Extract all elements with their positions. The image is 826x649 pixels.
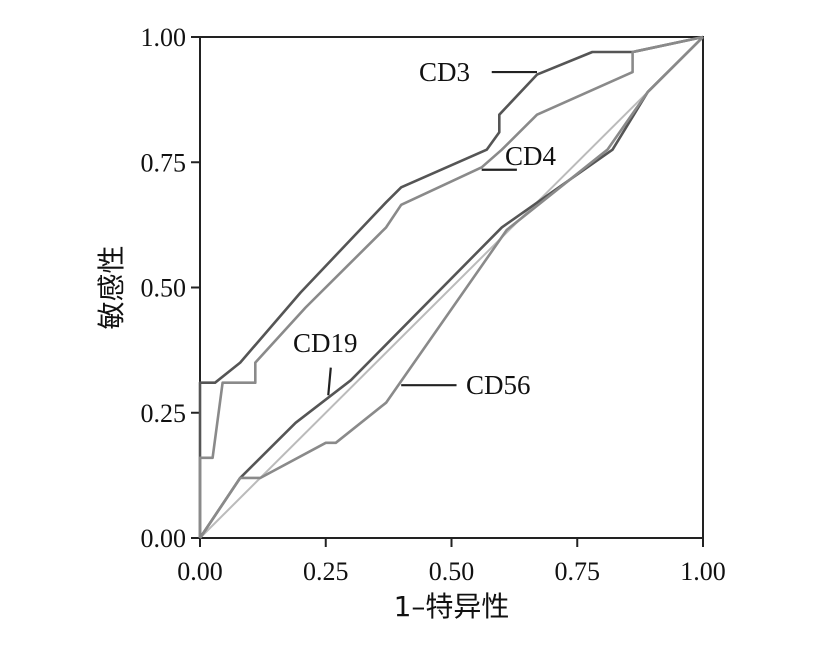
y-tick-label: 0.50 xyxy=(141,274,187,303)
series-layer xyxy=(198,35,704,539)
series-label-cd3: CD3 xyxy=(419,57,470,87)
y-tick-label: 0.25 xyxy=(141,399,187,428)
x-axis-title: 1–特异性 xyxy=(394,590,510,623)
series-label-cd56: CD56 xyxy=(466,370,531,400)
x-tick-label: 0.75 xyxy=(555,557,601,586)
leader-line-cd19 xyxy=(327,367,332,396)
y-tick-label: 0.75 xyxy=(141,148,187,177)
annotation-layer: CD3 CD4 CD19 CD56 xyxy=(293,57,557,400)
series-line-reference xyxy=(199,36,704,539)
y-axis-title: 敏感性 xyxy=(95,245,128,329)
series-label-cd19: CD19 xyxy=(293,328,358,358)
y-axis-ticks: 0.00 0.25 0.50 0.75 1.00 xyxy=(141,23,200,553)
y-tick-label: 1.00 xyxy=(141,23,187,52)
series-line-cd4 xyxy=(198,35,704,538)
series-label-cd4: CD4 xyxy=(505,141,557,171)
x-tick-label: 0.25 xyxy=(303,557,349,586)
series-line-cd56 xyxy=(198,36,704,539)
series-line-cd3 xyxy=(198,35,704,538)
x-tick-label: 1.00 xyxy=(680,557,726,586)
x-axis-ticks: 0.00 0.25 0.50 0.75 1.00 xyxy=(177,538,726,586)
x-tick-label: 0.00 xyxy=(177,557,223,586)
x-tick-label: 0.50 xyxy=(429,557,475,586)
y-tick-label: 0.00 xyxy=(141,524,187,553)
